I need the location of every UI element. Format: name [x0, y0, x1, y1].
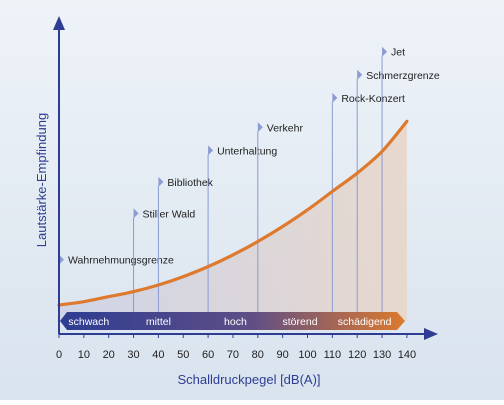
marker-flag — [357, 69, 363, 80]
axis-layer: 0 10 20 30 40 50 60 70 80 90 100 110 120 130 140 — [53, 16, 438, 361]
band-label: schädigend — [338, 316, 392, 328]
annotation-label: Unterhaltung — [217, 145, 277, 157]
x-tick-label: 100 — [298, 349, 316, 361]
area-under-curve — [59, 121, 407, 321]
x-tick-label: 20 — [103, 349, 115, 361]
band-label: störend — [283, 316, 318, 328]
x-tick-label: 90 — [277, 349, 289, 361]
annotation-label: Stiller Wald — [143, 208, 196, 220]
x-tick-label: 0 — [56, 349, 62, 361]
x-tick-label: 40 — [152, 349, 164, 361]
curve-layer — [57, 119, 409, 307]
annotation-label: Bibliothek — [167, 177, 213, 189]
annotation-label: Jet — [391, 47, 405, 59]
marker-flag — [208, 145, 214, 156]
x-tick-label: 140 — [398, 349, 416, 361]
band-label: hoch — [224, 316, 247, 328]
band-layer: schwach mittel hoch störend schädigend — [60, 312, 405, 330]
band-label: schwach — [68, 316, 109, 328]
x-tick-label: 30 — [127, 349, 139, 361]
annotation-label: Schmerzgrenze — [366, 70, 440, 82]
loudness-curve — [57, 119, 409, 307]
marker-flag — [332, 92, 338, 103]
x-tick-label: 10 — [78, 349, 90, 361]
annotation-label: Verkehr — [267, 122, 304, 134]
marker-flag — [158, 176, 164, 187]
x-tick-label: 70 — [227, 349, 239, 361]
x-tick-label: 50 — [177, 349, 189, 361]
annotation-label: Rock-Konzert — [341, 93, 405, 105]
area-under-curve-layer — [59, 121, 407, 321]
marker-flag — [133, 208, 139, 219]
annotation-label: Wahrnehmungsgrenze — [68, 255, 174, 267]
x-tick-label: 60 — [202, 349, 214, 361]
intensity-band — [60, 312, 405, 330]
x-tick-label: 80 — [252, 349, 264, 361]
marker-layer: Wahrnehmungsgrenze Stiller Wald Bibliothek… — [58, 46, 440, 321]
y-axis-label: Lautstärke-Empfindung — [34, 113, 49, 247]
marker-flag — [257, 122, 263, 133]
x-tick-label: 120 — [348, 349, 366, 361]
x-axis-arrow — [424, 328, 438, 340]
x-tick-label: 130 — [373, 349, 391, 361]
marker-flag — [59, 254, 64, 265]
band-label: mittel — [146, 316, 171, 328]
y-axis-arrow — [53, 16, 65, 30]
marker-flag — [382, 46, 388, 57]
x-tick-label: 110 — [324, 349, 342, 361]
x-axis-label: Schalldruckpegel [dB(A)] — [177, 372, 320, 387]
